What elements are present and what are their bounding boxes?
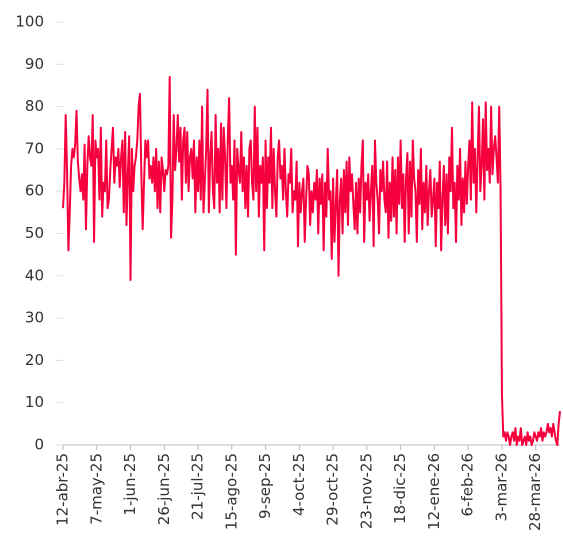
y-tick-label: 60 — [25, 182, 44, 200]
y-tick-label: 90 — [25, 55, 44, 73]
x-tick-label: 3-mar-26 — [492, 453, 510, 521]
y-tick-label: 100 — [15, 13, 44, 31]
x-tick-label: 12-abr-25 — [54, 453, 72, 526]
x-tick-label: 28-mar-26 — [526, 453, 544, 531]
y-tick-label: 80 — [25, 97, 44, 115]
y-tick-label: 10 — [25, 393, 44, 411]
x-tick-label: 18-dic-25 — [391, 453, 409, 524]
y-tick-label: 40 — [25, 266, 44, 284]
line — [62, 75, 561, 446]
y-tick-label: 0 — [34, 436, 44, 454]
x-tick-label: 29-oct-25 — [324, 453, 342, 526]
x-tick-label: 9-sep-25 — [256, 453, 274, 519]
x-tick-label: 26-jun-25 — [155, 453, 173, 525]
x-tick-label: 21-jul-25 — [189, 453, 207, 520]
y-tick-label: 50 — [25, 224, 44, 242]
x-tick-label: 6-feb-26 — [459, 453, 477, 517]
x-tick-label: 23-nov-25 — [357, 453, 375, 529]
x-tick-label: 1-jun-25 — [121, 453, 139, 516]
x-tick-label: 4-oct-25 — [290, 453, 308, 516]
y-tick-label: 30 — [25, 309, 44, 327]
y-tick-label: 20 — [25, 351, 44, 369]
x-tick-label: 12-ene-26 — [425, 453, 443, 530]
x-tick-label: 7-may-25 — [87, 453, 105, 525]
x-tick-label: 15-ago-25 — [222, 453, 240, 530]
y-tick-label: 70 — [25, 139, 44, 157]
